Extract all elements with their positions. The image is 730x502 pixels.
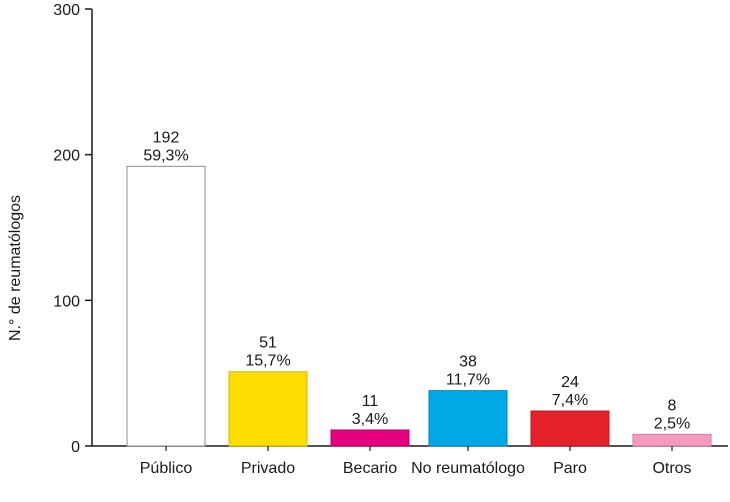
x-category-label: Público xyxy=(140,460,193,477)
bar-percent-label: 11,7% xyxy=(446,372,490,389)
bar-paro xyxy=(530,410,610,447)
x-category-label: Privado xyxy=(241,460,295,477)
y-axis-title: N.° de reumatólogos xyxy=(7,195,24,341)
x-category-label: Otros xyxy=(652,460,691,477)
bar-otros xyxy=(632,433,712,447)
bar-percent-label: 2,5% xyxy=(654,415,690,432)
x-category-label: Paro xyxy=(553,460,587,477)
bar-value-label: 24 xyxy=(561,374,579,391)
bar-percent-label: 59,3% xyxy=(143,147,188,164)
y-tick-label: 300 xyxy=(53,2,80,19)
bar-público xyxy=(126,165,206,447)
y-ticks: 0 100 200 300 xyxy=(53,2,92,456)
x-category-label: Becario xyxy=(343,460,397,477)
y-tick-label: 100 xyxy=(53,293,80,310)
bar-becario xyxy=(330,429,410,447)
x-category-label: No reumatólogo xyxy=(411,460,525,477)
bar-value-label: 38 xyxy=(459,354,477,371)
bars xyxy=(126,165,712,447)
bar-value-label: 51 xyxy=(259,335,277,352)
bar-value-label: 8 xyxy=(668,397,677,414)
bar-percent-label: 15,7% xyxy=(245,353,290,370)
bar-privado xyxy=(228,371,308,447)
bar-percent-label: 3,4% xyxy=(352,411,388,428)
y-tick-label: 0 xyxy=(71,439,80,456)
bar-value-label: 192 xyxy=(153,129,180,146)
bar-percent-label: 7,4% xyxy=(552,392,588,409)
y-tick-label: 200 xyxy=(53,148,80,165)
category-labels: Público Privado Becario No reumatólogo Paro O… xyxy=(140,446,692,477)
bar-no-reumatólogo xyxy=(428,390,508,447)
bar-value-label: 11 xyxy=(362,393,379,410)
